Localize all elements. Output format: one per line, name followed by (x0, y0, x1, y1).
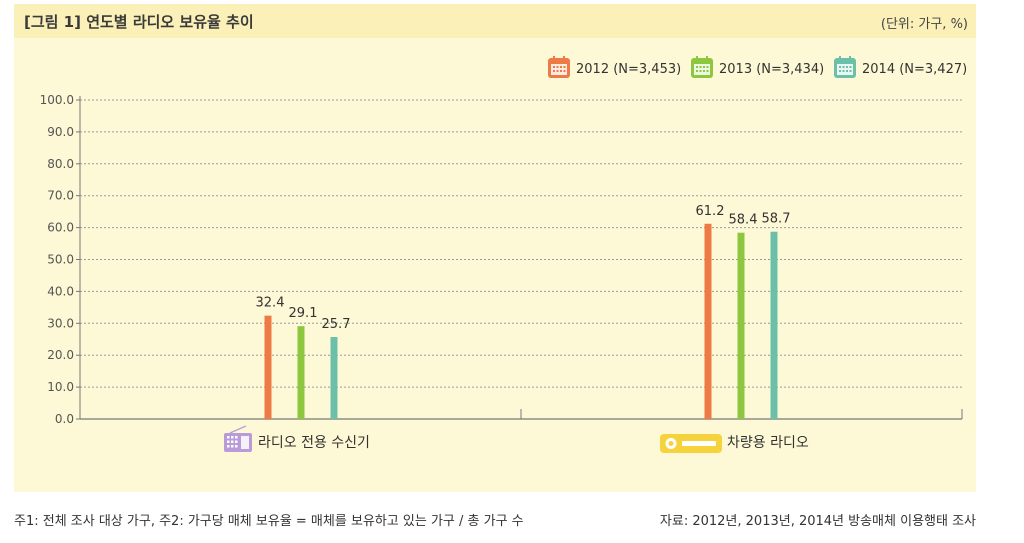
y-tick-label: 90.0 (47, 125, 74, 139)
legend-label: 2013 (N=3,434) (719, 62, 824, 77)
calendar-icon (834, 56, 856, 78)
legend-label: 2014 (N=3,427) (862, 62, 967, 77)
y-tick-label: 30.0 (47, 316, 74, 330)
y-tick-label: 40.0 (47, 284, 74, 298)
data-label: 25.7 (322, 317, 351, 332)
chart-title: [그림 1] 연도별 라디오 보유율 추이 (24, 13, 254, 31)
chart-panel (14, 4, 976, 492)
category-label: 차량용 라디오 (727, 435, 809, 451)
data-label: 61.2 (696, 204, 725, 219)
car-radio-icon (660, 434, 722, 453)
data-label: 58.7 (762, 212, 791, 227)
y-tick-label: 20.0 (47, 348, 74, 362)
unit-label: (단위: 가구, %) (880, 17, 968, 32)
data-label: 58.4 (729, 213, 758, 228)
data-label: 32.4 (256, 296, 285, 311)
y-tick-label: 100.0 (40, 93, 74, 107)
y-tick-label: 0.0 (55, 412, 74, 426)
legend-label: 2012 (N=3,453) (576, 62, 681, 77)
bar (704, 223, 712, 419)
y-tick-label: 60.0 (47, 221, 74, 235)
category-label: 라디오 전용 수신기 (258, 435, 370, 451)
y-tick-label: 80.0 (47, 157, 74, 171)
y-tick-label: 10.0 (47, 380, 74, 394)
footnote: 주1: 전체 조사 대상 가구, 주2: 가구당 매체 보유율 = 매체를 보유… (14, 514, 524, 529)
bar-chart: 0.0 10.0 20.0 30.0 40.0 50.0 60.0 70.0 80.0 90.0 1… (40, 56, 967, 453)
y-tick-label: 70.0 (47, 189, 74, 203)
source-note: 자료: 2012년, 2013년, 2014년 방송매체 이용행태 조사 (659, 514, 976, 529)
bar (297, 326, 305, 419)
y-tick-label: 50.0 (47, 253, 74, 267)
data-label: 29.1 (289, 306, 318, 321)
title-bar (14, 4, 976, 38)
radio-icon (224, 425, 252, 452)
bar (264, 315, 272, 419)
calendar-icon (691, 56, 713, 78)
bar (770, 231, 778, 419)
calendar-icon (548, 56, 570, 78)
bar (330, 337, 338, 419)
bar (737, 232, 745, 419)
